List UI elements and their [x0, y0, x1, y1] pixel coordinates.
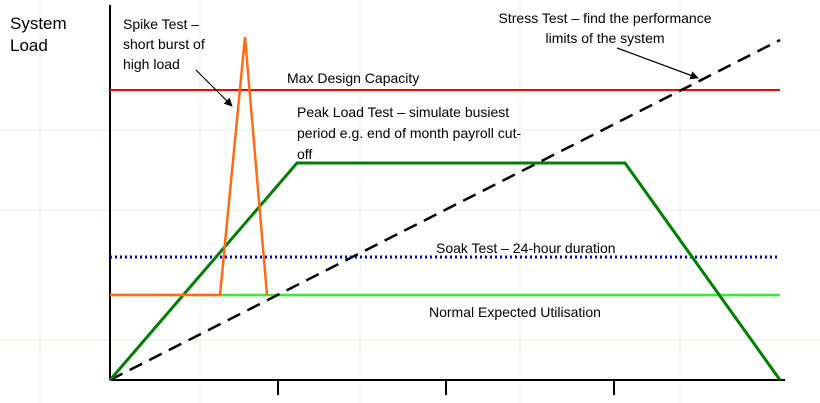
stress-test-label: Stress Test – find the performance limit… — [498, 10, 712, 46]
stress-test-line — [109, 38, 781, 382]
normal-utilisation-label: Normal Expected Utilisation — [429, 304, 601, 320]
peak-load-label: Peak Load Test – simulate busiest period… — [297, 104, 522, 162]
spike-test-line — [110, 36, 269, 297]
spike-test-label: Spike Test – short burst of high load — [123, 16, 205, 72]
axes — [109, 5, 785, 395]
soak-test-label: Soak Test – 24-hour duration — [436, 240, 616, 256]
peak-load-line — [108, 161, 782, 381]
y-axis-label: System Load — [10, 14, 67, 55]
max-capacity-label: Max Design Capacity — [287, 70, 420, 86]
spike-arrow — [195, 69, 233, 107]
stress-arrow — [616, 47, 699, 80]
